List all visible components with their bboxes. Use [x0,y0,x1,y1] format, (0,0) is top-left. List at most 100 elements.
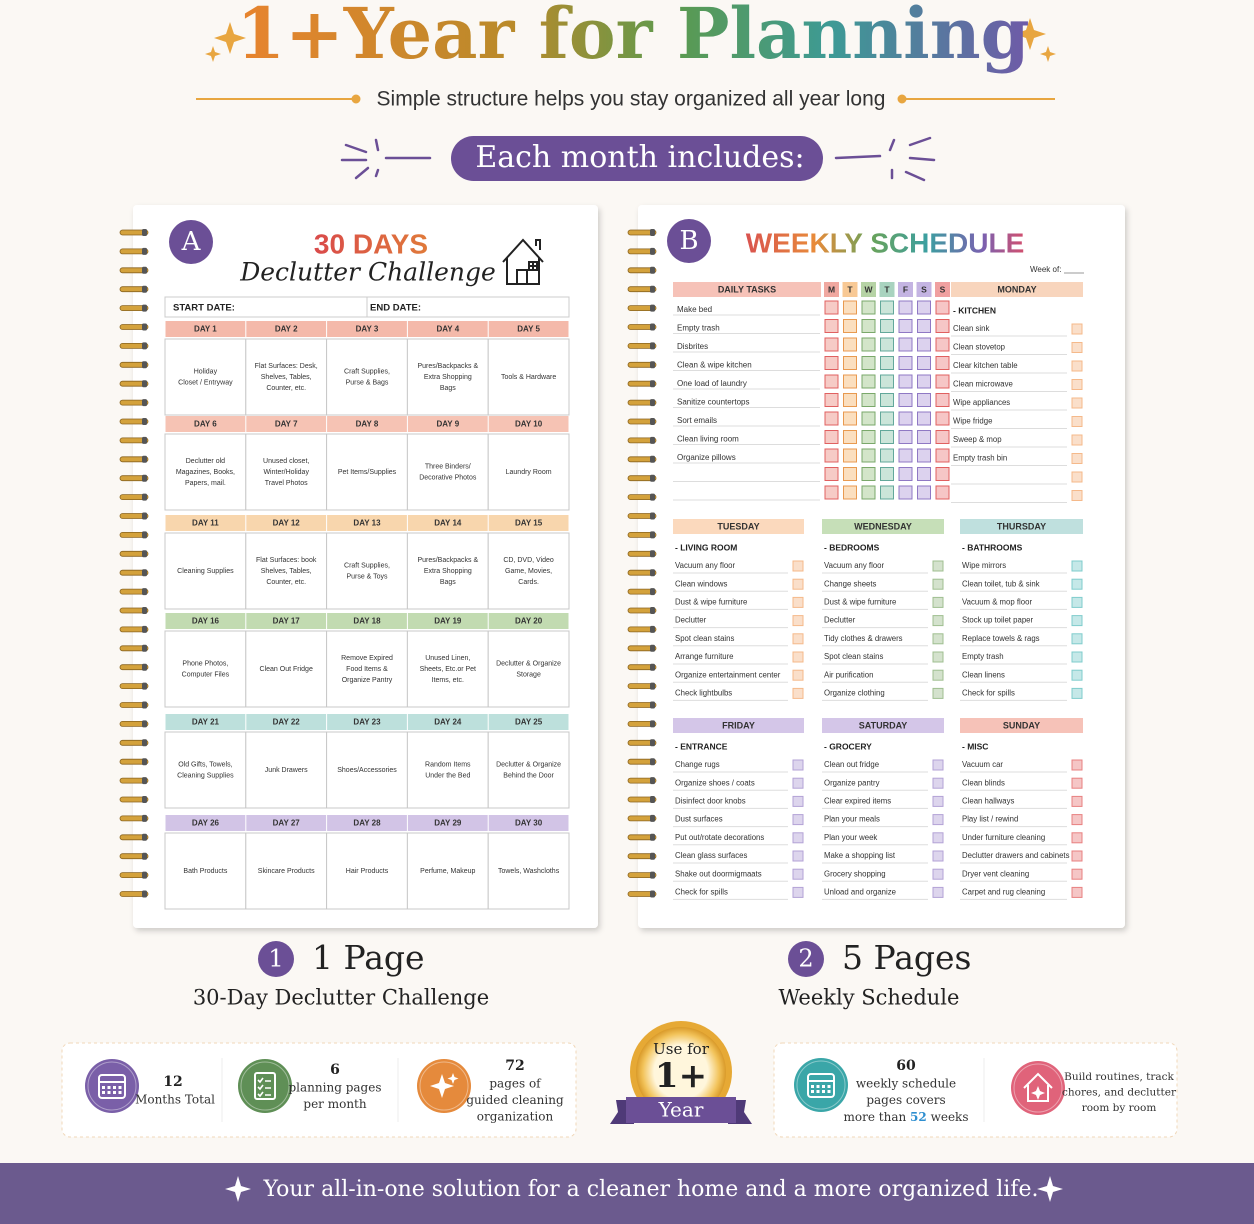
spiral-ring [627,475,657,482]
checkbox [792,615,804,627]
checkbox [861,393,876,407]
checkbox [1071,814,1083,826]
spiral-ring [119,777,149,784]
day-task: CD, DVD, Video [503,557,554,564]
day-cell [164,731,247,809]
section-day: TUESDAY [717,521,759,531]
spiral-hole [142,701,147,709]
spiral-hole [650,266,655,274]
stat-number: 60 [896,1058,916,1074]
spiral-ring [627,532,657,538]
spiral-ring [627,853,657,860]
spiral-ring [119,891,149,897]
icon-glyph [257,1077,271,1084]
stat-number: 12 [163,1074,182,1090]
day-header [407,515,488,531]
icon-glyph [257,1091,271,1098]
day-task: Shoes/Accessories [337,767,397,774]
checkbox [917,448,931,463]
day-task: Organize Pantry [342,677,393,684]
daily-task: Clean living room [677,435,739,444]
day-label: DAY 6 [194,420,217,429]
checkbox [935,467,950,481]
day-cell [164,630,247,708]
day-header [246,515,327,531]
stat-text-part: more than [844,1110,907,1124]
badge-ribbon-text: Year [658,1098,704,1122]
checkbox [843,448,857,463]
day-header [407,416,488,432]
badge-top: Use for [653,1040,710,1058]
spiral-ring [627,342,657,349]
spiral-ring [119,796,149,803]
section-heading: - LIVING ROOM [675,542,737,552]
icon-ring [419,1061,469,1111]
day-cell [326,532,408,610]
spiral-hole [650,380,655,388]
day-header [165,321,246,337]
icon-glyph [118,1091,122,1094]
icon-glyph [816,1090,820,1093]
spiral-hole [650,323,655,331]
icon-circle [85,1059,139,1113]
day-header [407,321,488,337]
checkbox [1071,687,1083,699]
section-item: Plan your week [824,833,877,842]
spiral-hole [650,871,655,879]
day-cell [326,630,408,708]
section-heading: - ENTRANCE [675,741,728,751]
checkbox [1071,471,1083,483]
checkbox [898,319,913,333]
spiral-hole [650,852,655,860]
day-label: DAY 25 [515,718,543,727]
spiral-hole [142,663,147,671]
checkbox [1071,560,1083,572]
section-item: Check lightbulbs [675,688,732,697]
checkbox [880,448,894,463]
checkbox [843,467,857,481]
checkbox [792,868,804,880]
spiral-ring [627,513,657,519]
spiral-ring [119,815,149,822]
day-task: Towels, Washcloths [498,868,560,875]
day-label: DAY 24 [434,718,462,727]
spiral-hole [142,720,147,728]
checkbox [932,633,944,645]
spiral-hole [650,625,655,633]
caption-number: 1 [268,945,283,973]
day-label: DAY 1 [194,325,217,334]
spiral-ring [627,588,657,595]
day-header [327,613,407,629]
spiral-hole [142,890,147,898]
checkbox [792,560,804,572]
checkbox [824,356,839,370]
day-cell [326,433,408,511]
checkbox [917,374,931,389]
day-label: DAY 22 [273,718,301,727]
day-task: Bags [440,579,456,586]
spiral-ring [119,380,149,387]
spiral-ring [119,305,149,312]
day-header [165,515,246,531]
spiral-hole [650,455,655,463]
spiral-hole [142,871,147,879]
spiral-ring [119,494,149,501]
checkbox [932,795,944,807]
section-header [673,718,804,733]
badge-text: Each month includes: [475,140,804,175]
day-cell [164,338,247,416]
day-cell [326,731,408,809]
checkbox [1071,379,1083,390]
day-letter-box [824,282,839,297]
day-label: DAY 27 [273,819,301,828]
section-item: Wipe appliances [953,398,1010,407]
checkbox [880,319,894,333]
section-heading: - KITCHEN [953,305,996,315]
day-label: DAY 8 [356,420,379,429]
icon-glyph [822,1085,825,1088]
spiral-hole [142,229,147,236]
letter-circle [667,219,711,263]
daily-header-text: DAILY TASKS [718,284,776,294]
checkbox [1071,596,1083,608]
letter: B [679,226,698,256]
